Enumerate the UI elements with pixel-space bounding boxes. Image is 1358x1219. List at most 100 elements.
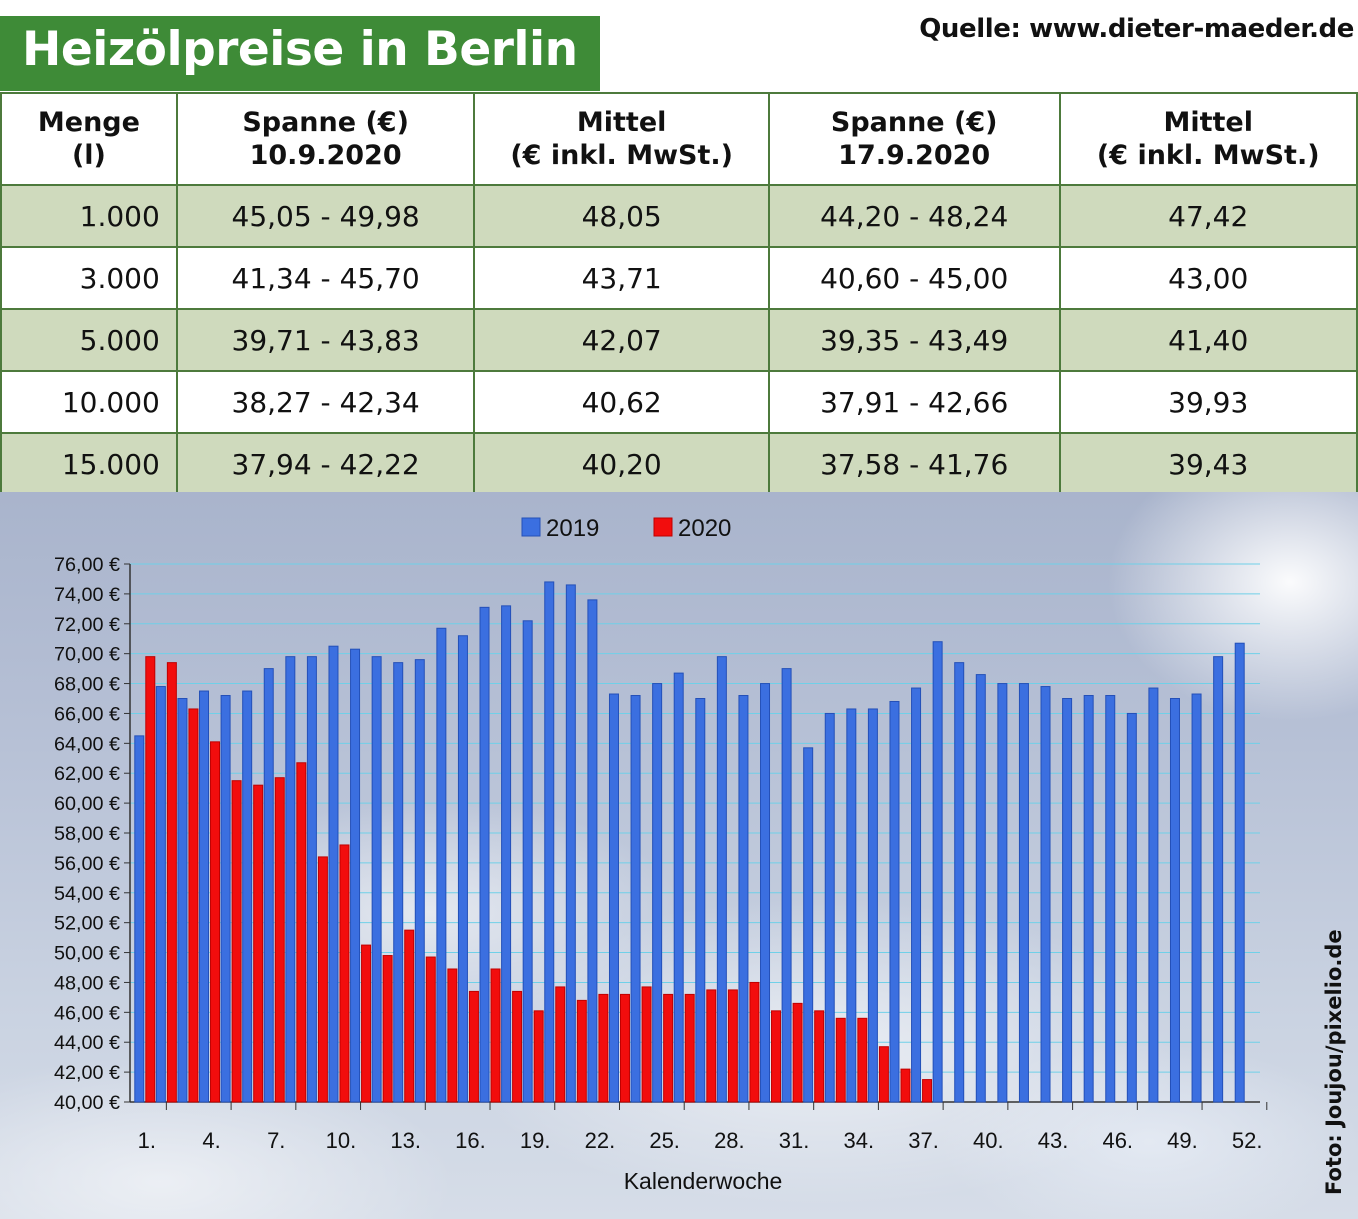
bar-2019-week-38 [932, 641, 943, 1103]
price-chart: 40,00 € 42,00 € 44,00 € 46,00 € 48,00 € 50,00… [54, 515, 1268, 1194]
bar-2019-week-40 [975, 674, 986, 1103]
bar-2019-week-27 [695, 698, 706, 1103]
bar-2019-week-31 [781, 668, 792, 1103]
bar-2020-week-31 [792, 1002, 803, 1103]
source-label: Quelle: www.dieter-maeder.de [919, 14, 1354, 44]
table-header-row: Menge (l) Spanne (€) 10.9.2020 Mittel (€ in… [0, 92, 1358, 186]
bar-2020-week-32 [814, 1010, 825, 1103]
bar-2019-week-46 [1105, 695, 1116, 1103]
bar-2019-week-41 [997, 683, 1008, 1103]
bar-2020-week-33 [835, 1017, 846, 1103]
bar-2020-week-16 [468, 990, 479, 1103]
bar-2020-week-12 [382, 955, 393, 1103]
y-tick-label: 54,00 € [54, 884, 120, 905]
bar-2019-week-3 [177, 698, 188, 1103]
bar-2019-week-42 [1018, 683, 1029, 1103]
bar-2019-week-7 [263, 668, 274, 1103]
legend-swatch-2019 [521, 517, 541, 537]
cell-mittel-2: 39,43 [1058, 432, 1358, 496]
bar-2019-week-19 [522, 620, 533, 1103]
table-row: 15.000 37,94 - 42,22 40,20 37,58 - 41,76… [0, 432, 1358, 496]
bar-2019-week-15 [436, 627, 447, 1103]
x-tick-label: 13. [390, 1128, 421, 1153]
bar-2020-week-37 [922, 1079, 933, 1103]
cell-menge: 5.000 [0, 308, 178, 372]
bar-2019-week-20 [544, 581, 555, 1103]
bar-2020-week-25 [663, 993, 674, 1103]
legend-label-2019: 2019 [546, 515, 599, 542]
cell-menge: 1.000 [0, 184, 178, 248]
cell-spanne-2: 40,60 - 45,00 [767, 246, 1061, 310]
cell-spanne-2: 37,58 - 41,76 [767, 432, 1061, 496]
cell-spanne-1: 45,05 - 49,98 [175, 184, 476, 248]
y-tick-label: 68,00 € [54, 675, 120, 696]
x-tick-label: 1. [138, 1128, 156, 1153]
y-tick-label: 46,00 € [54, 1003, 120, 1024]
cell-mittel-1: 42,07 [473, 308, 770, 372]
header-spanne-2: Spanne (€) 17.9.2020 [767, 92, 1061, 186]
bar-2020-week-30 [771, 1010, 782, 1103]
bar-2020-week-26 [684, 993, 695, 1103]
bar-2019-week-17 [479, 606, 490, 1103]
bar-2019-week-32 [803, 747, 814, 1103]
bar-2019-week-22 [587, 599, 598, 1103]
table-row: 3.000 41,34 - 45,70 43,71 40,60 - 45,00 … [0, 246, 1358, 310]
bar-2020-week-10 [339, 844, 350, 1103]
y-tick-label: 44,00 € [54, 1033, 120, 1054]
bar-2019-week-24 [630, 695, 641, 1103]
bar-2019-week-51 [1213, 656, 1224, 1103]
bar-2019-week-10 [328, 645, 339, 1103]
bar-2020-week-18 [512, 990, 523, 1103]
y-tick-label: 66,00 € [54, 704, 120, 725]
y-tick-label: 50,00 € [54, 944, 120, 965]
x-tick-label: 40. [973, 1128, 1004, 1153]
bar-2019-week-8 [285, 656, 296, 1103]
bar-2020-week-8 [296, 762, 307, 1103]
x-tick-label: 7. [267, 1128, 285, 1153]
legend-swatch-2020 [653, 517, 673, 537]
bar-2020-week-6 [253, 784, 264, 1103]
bar-2019-week-13 [393, 662, 404, 1103]
bar-2019-week-49 [1169, 698, 1180, 1103]
table-row: 5.000 39,71 - 43,83 42,07 39,35 - 43,49 … [0, 308, 1358, 372]
bar-2019-week-39 [954, 662, 965, 1103]
cell-mittel-2: 41,40 [1058, 308, 1358, 372]
bar-2019-week-16 [457, 635, 468, 1103]
cell-spanne-1: 38,27 - 42,34 [175, 370, 476, 434]
x-tick-label: 49. [1167, 1128, 1198, 1153]
bar-2020-week-34 [857, 1017, 868, 1103]
bar-2020-week-2 [166, 662, 177, 1103]
bar-2019-week-11 [350, 648, 361, 1103]
bar-2020-week-23 [619, 993, 630, 1103]
bar-2019-week-35 [867, 708, 878, 1103]
bar-2019-week-4 [199, 690, 210, 1103]
bar-2020-week-14 [425, 956, 436, 1103]
y-tick-label: 56,00 € [54, 854, 120, 875]
x-tick-label: 22. [585, 1128, 616, 1153]
cell-menge: 10.000 [0, 370, 178, 434]
y-tick-label: 58,00 € [54, 824, 120, 845]
table-row: 10.000 38,27 - 42,34 40,62 37,91 - 42,66… [0, 370, 1358, 434]
bar-2020-week-20 [555, 986, 566, 1103]
bar-2020-week-11 [361, 944, 372, 1103]
cell-spanne-1: 41,34 - 45,70 [175, 246, 476, 310]
bar-2019-week-43 [1040, 686, 1051, 1103]
bar-2019-week-6 [242, 690, 253, 1103]
header-spanne-1: Spanne (€) 10.9.2020 [175, 92, 476, 186]
x-tick-label: 52. [1232, 1128, 1263, 1153]
y-tick-label: 62,00 € [54, 764, 120, 785]
x-tick-label: 43. [1038, 1128, 1069, 1153]
bar-2019-week-45 [1083, 695, 1094, 1103]
bar-2020-week-17 [490, 968, 501, 1103]
bar-2019-week-12 [371, 656, 382, 1103]
cell-mittel-2: 39,93 [1058, 370, 1358, 434]
bar-2020-week-27 [706, 989, 717, 1103]
price-table: Menge (l) Spanne (€) 10.9.2020 Mittel (€ in… [0, 92, 1358, 496]
cell-mittel-1: 43,71 [473, 246, 770, 310]
bar-2020-week-19 [533, 1010, 544, 1103]
bar-2020-week-36 [900, 1068, 911, 1103]
legend-label-2020: 2020 [678, 515, 731, 542]
bar-2020-week-15 [447, 968, 458, 1103]
x-tick-label: 19. [520, 1128, 551, 1153]
bar-2019-week-47 [1126, 712, 1137, 1103]
